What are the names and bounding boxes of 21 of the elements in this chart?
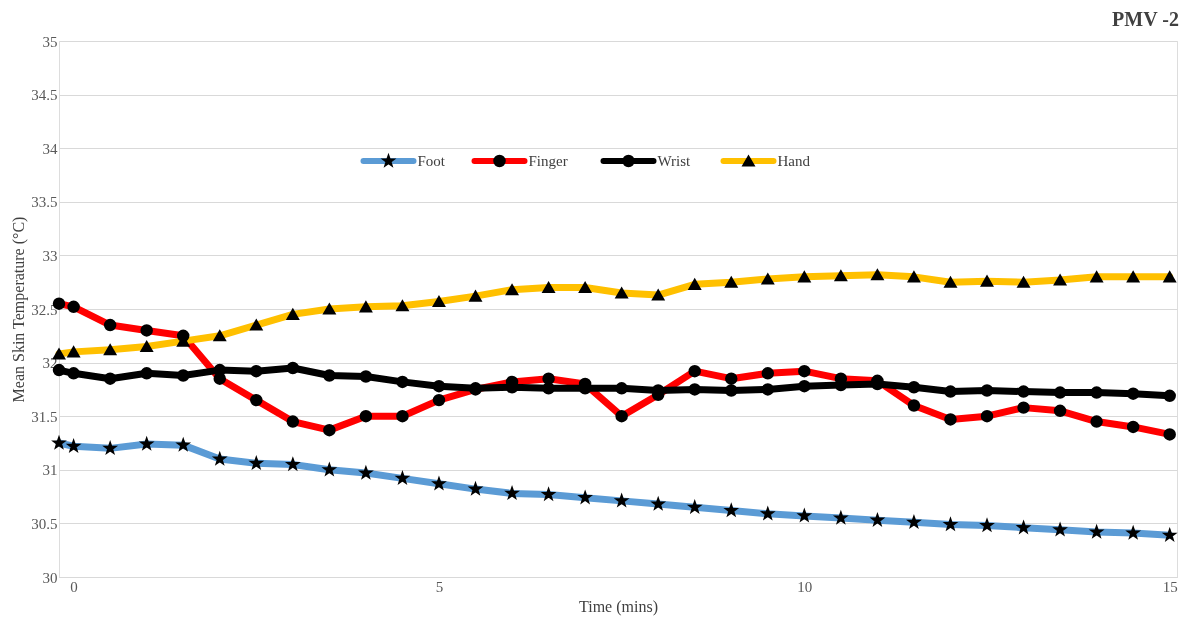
legend-label: Foot	[417, 153, 446, 169]
x-axis-title: Time (mins)	[579, 597, 658, 616]
y-tick-label: 31	[42, 462, 58, 479]
y-tick-label: 34.5	[31, 87, 58, 104]
y-tick-label: 34	[42, 140, 58, 157]
legend-label: Finger	[528, 153, 568, 169]
y-tick-label: 31.5	[31, 408, 58, 425]
x-tick-label: 0	[70, 578, 78, 595]
y-tick-label: 30.5	[31, 515, 58, 532]
y-tick-label: 33.5	[31, 194, 58, 211]
y-tick-label: 30	[42, 569, 58, 586]
legend-label: Wrist	[657, 153, 692, 169]
y-tick-label: 33	[42, 247, 58, 264]
y-tick-label: 32.5	[31, 301, 58, 318]
y-axis-title: Mean Skin Temperature (°C)	[10, 216, 29, 403]
chart-title: PMV -2	[1112, 8, 1179, 30]
x-tick-label: 5	[435, 578, 444, 595]
legend-label: Hand	[777, 153, 811, 169]
x-tick-label: 15	[1162, 578, 1178, 595]
x-tick-label: 10	[797, 578, 813, 595]
y-tick-label: 35	[42, 33, 58, 50]
